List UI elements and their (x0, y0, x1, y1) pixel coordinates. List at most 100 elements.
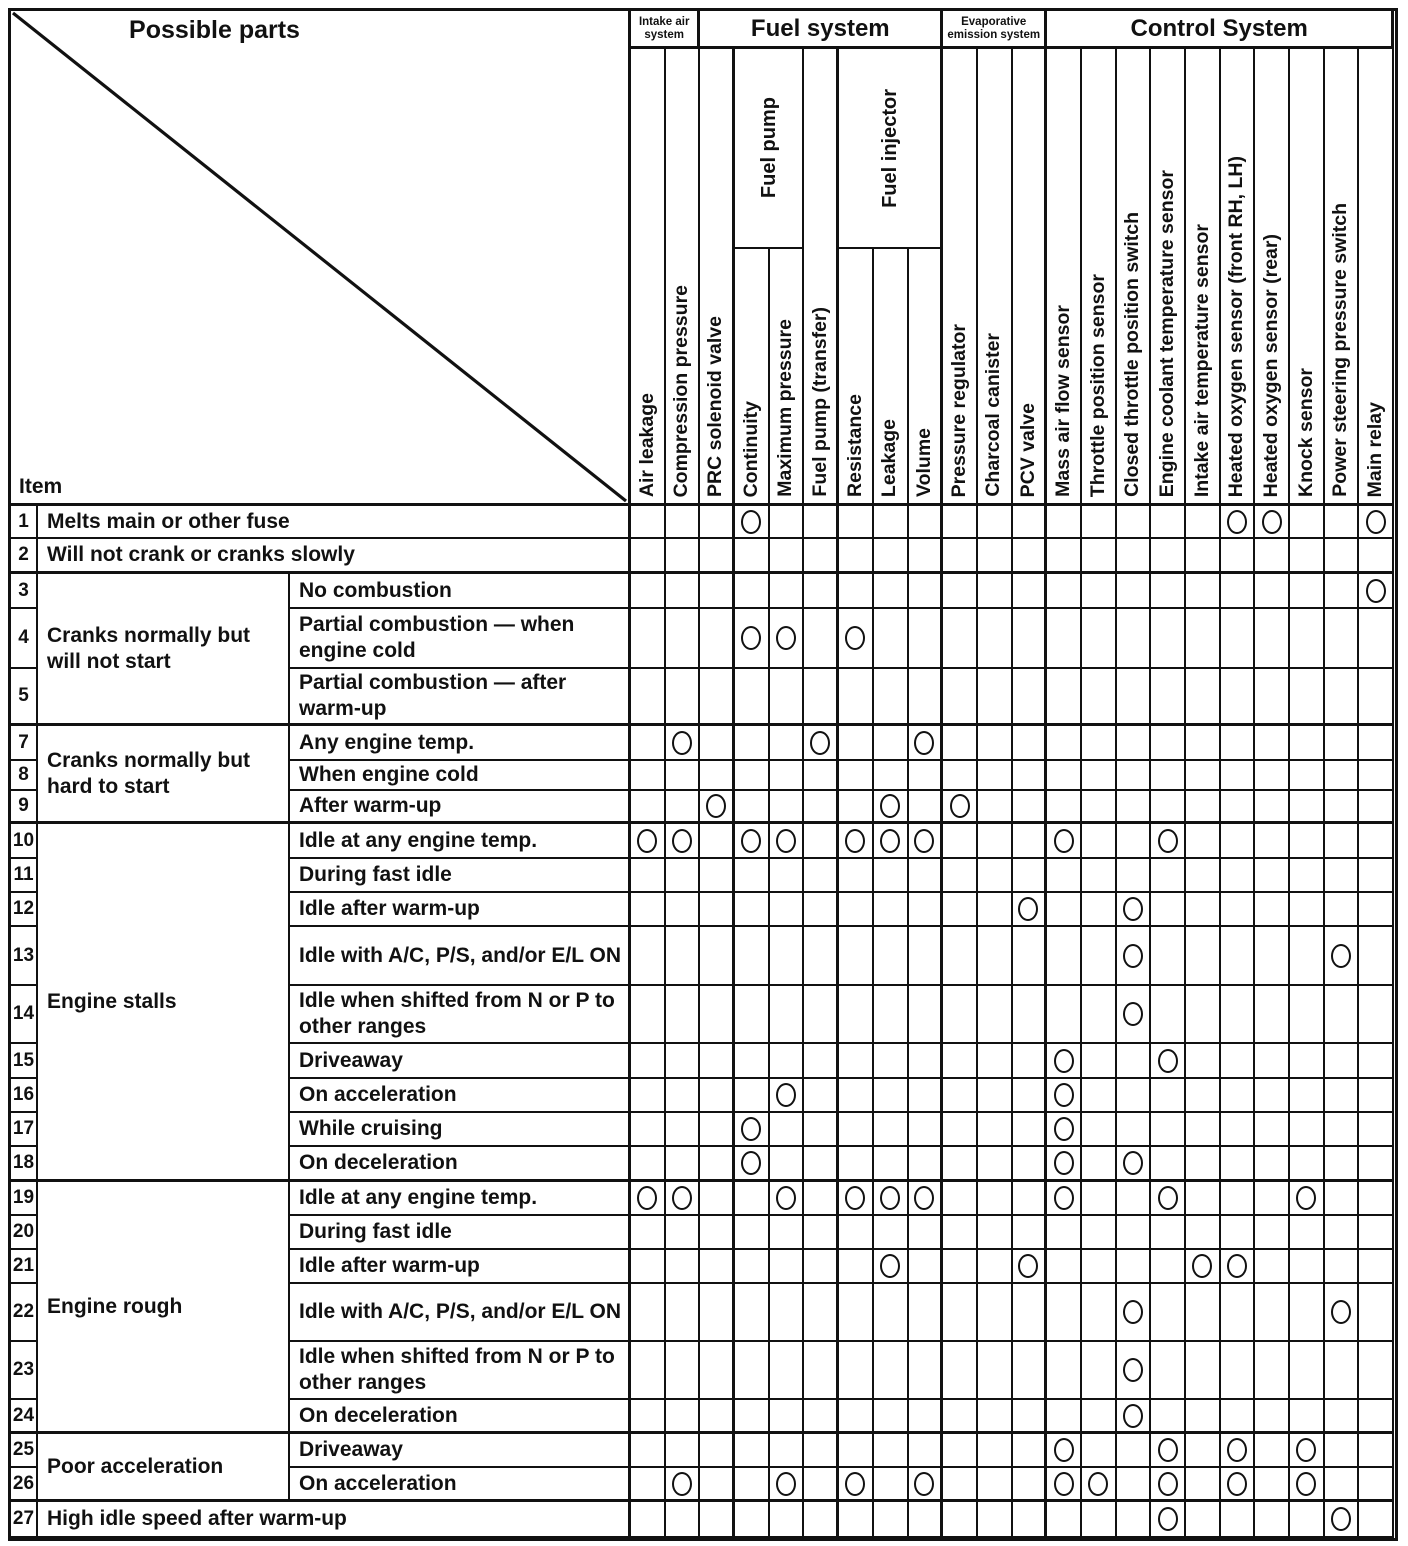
matrix-cell (1047, 1342, 1082, 1400)
matrix-cell (1116, 893, 1152, 927)
matrix-cell (1255, 1342, 1291, 1400)
matrix-cell (1081, 669, 1117, 726)
matrix-cell (943, 791, 978, 824)
item-number: 25 (11, 1434, 38, 1468)
column-label-cell: Maximum pressure (769, 249, 805, 506)
matrix-cell (1081, 539, 1117, 574)
symptom-sub-label: On deceleration (290, 1147, 631, 1182)
matrix-cell (1151, 1250, 1186, 1284)
matrix-cell (1290, 1342, 1325, 1400)
matrix-cell (700, 791, 736, 824)
matrix-cell (873, 761, 909, 791)
column-label: Intake air temperature sensor (1190, 223, 1213, 497)
circle-mark (637, 1186, 658, 1210)
matrix-cell (735, 1468, 770, 1502)
matrix-cell (631, 761, 666, 791)
matrix-cell (873, 1468, 909, 1502)
circle-mark (1122, 943, 1143, 968)
matrix-cell (631, 1502, 666, 1538)
matrix-cell (631, 986, 666, 1044)
matrix-cell (1116, 859, 1152, 893)
matrix-cell (1081, 1468, 1117, 1502)
matrix-cell (873, 791, 909, 824)
matrix-cell (1220, 791, 1256, 824)
matrix-cell (735, 1342, 770, 1400)
column-label: Throttle position sensor (1086, 273, 1109, 497)
matrix-cell (1359, 893, 1395, 927)
matrix-cell (1116, 726, 1152, 761)
column-label-cell: Compression pressure (665, 49, 701, 506)
matrix-cell (873, 574, 909, 609)
matrix-cell (908, 1502, 944, 1538)
matrix-cell (631, 1113, 666, 1147)
matrix-cell (1047, 726, 1082, 761)
matrix-cell (1151, 1182, 1186, 1216)
matrix-cell (665, 539, 701, 574)
circle-mark (1122, 1358, 1143, 1382)
matrix-cell (1359, 1216, 1395, 1250)
matrix-cell (1116, 1250, 1152, 1284)
matrix-cell (804, 791, 840, 824)
matrix-cell (1151, 609, 1186, 669)
matrix-cell (1290, 761, 1325, 791)
matrix-cell (665, 1284, 701, 1342)
matrix-cell (873, 1434, 909, 1468)
matrix-cell (873, 669, 909, 726)
matrix-cell (977, 859, 1013, 893)
matrix-cell (1047, 927, 1082, 986)
matrix-cell (1359, 1147, 1395, 1182)
matrix-cell (700, 1342, 736, 1400)
matrix-cell (1081, 1147, 1117, 1182)
matrix-cell (804, 1468, 840, 1502)
circle-mark (1053, 1438, 1074, 1462)
matrix-cell (943, 761, 978, 791)
matrix-cell (1047, 539, 1082, 574)
circle-mark (1122, 897, 1143, 921)
symptom-group-label: Cranks normally but hard to start (38, 726, 290, 824)
matrix-cell (631, 1400, 666, 1434)
matrix-cell (665, 761, 701, 791)
matrix-cell (1359, 986, 1395, 1044)
matrix-cell (1012, 1502, 1048, 1538)
matrix-cell (631, 1147, 666, 1182)
column-label-cell: PCV valve (1012, 49, 1048, 506)
matrix-cell (1324, 1250, 1360, 1284)
circle-mark (1157, 1438, 1178, 1462)
matrix-cell (700, 1113, 736, 1147)
symptom-label: High idle speed after warm-up (38, 1502, 631, 1538)
matrix-cell (804, 1216, 840, 1250)
matrix-cell (977, 539, 1013, 574)
matrix-cell (1047, 506, 1082, 539)
matrix-cell (1186, 726, 1221, 761)
matrix-cell (804, 539, 840, 574)
matrix-cell (1255, 986, 1291, 1044)
matrix-cell (1012, 1342, 1048, 1400)
item-number: 27 (11, 1502, 38, 1538)
matrix-cell (1186, 761, 1221, 791)
matrix-cell (1116, 1284, 1152, 1342)
column-subgroup-header: Fuel injector (839, 49, 944, 249)
matrix-cell (1151, 791, 1186, 824)
matrix-cell (1047, 1434, 1082, 1468)
matrix-cell (735, 859, 770, 893)
symptom-sub-label: Idle when shifted from N or P to other r… (290, 1342, 631, 1400)
matrix-cell (1186, 1342, 1221, 1400)
matrix-cell (769, 1284, 805, 1342)
matrix-cell (735, 893, 770, 927)
matrix-cell (943, 539, 978, 574)
circle-mark (1088, 1471, 1109, 1496)
matrix-cell (1220, 1147, 1256, 1182)
matrix-cell (631, 1284, 666, 1342)
matrix-cell (977, 791, 1013, 824)
circle-mark (1192, 1254, 1213, 1278)
matrix-cell (1116, 1342, 1152, 1400)
matrix-cell (839, 1216, 874, 1250)
matrix-cell (1220, 726, 1256, 761)
matrix-cell (1012, 726, 1048, 761)
matrix-cell (839, 1182, 874, 1216)
matrix-cell (1359, 1284, 1395, 1342)
matrix-cell (1012, 609, 1048, 669)
matrix-cell (873, 1147, 909, 1182)
circle-mark (880, 1186, 901, 1210)
matrix-cell (665, 609, 701, 669)
